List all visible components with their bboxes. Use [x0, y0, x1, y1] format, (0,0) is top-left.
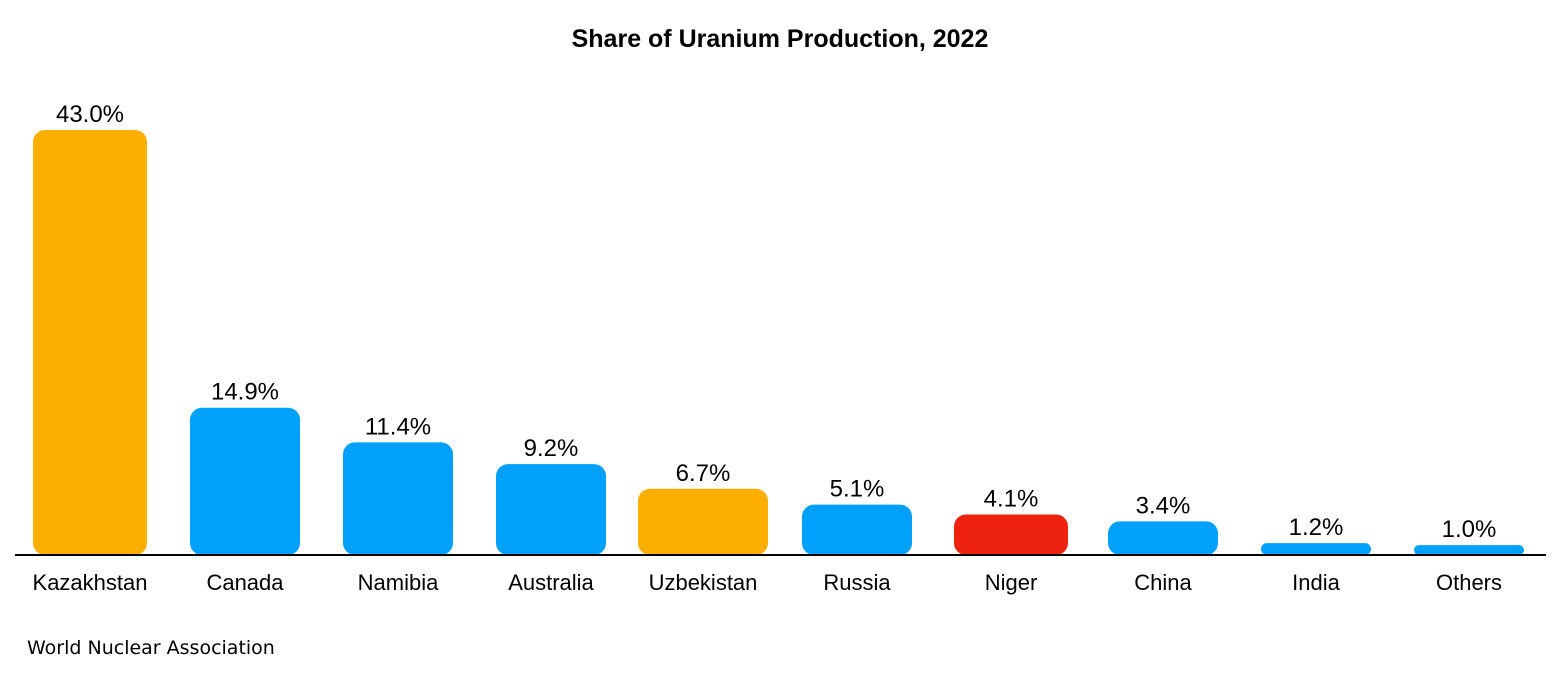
value-label-russia: 5.1% [830, 476, 885, 503]
category-label-canada: Canada [206, 570, 284, 595]
value-label-india: 1.2% [1289, 514, 1344, 541]
chart-title: Share of Uranium Production, 2022 [572, 25, 989, 53]
category-label-namibia: Namibia [358, 570, 439, 595]
value-label-canada: 14.9% [211, 379, 279, 406]
bar-china [1108, 521, 1218, 555]
bar-kazakhstan [33, 130, 147, 555]
value-label-uzbekistan: 6.7% [676, 460, 731, 487]
bars-group [33, 130, 1524, 555]
value-label-namibia: 11.4% [365, 413, 431, 440]
bar-uzbekistan [638, 488, 768, 555]
bar-australia [496, 464, 606, 555]
category-label-kazakhstan: Kazakhstan [33, 570, 148, 595]
value-label-australia: 9.2% [524, 435, 579, 462]
value-label-others: 1.0% [1442, 516, 1497, 543]
bar-russia [802, 504, 912, 555]
category-labels-group: Kazakhstan Canada Namibia Australia Uzbekist… [33, 570, 1503, 595]
category-label-niger: Niger [985, 570, 1038, 595]
bar-india [1261, 543, 1371, 555]
category-label-uzbekistan: Uzbekistan [649, 570, 758, 595]
value-label-kazakhstan: 43.0% [56, 101, 124, 128]
category-label-australia: Australia [508, 570, 594, 595]
bar-others [1414, 545, 1524, 555]
value-label-china: 3.4% [1136, 492, 1191, 519]
bar-canada [190, 407, 300, 555]
value-labels-group: 43.0% 14.9% 11.4% 9.2% 6.7% 5.1% 4.1% 3.4% 1.2% 1… [56, 101, 1496, 543]
bar-niger [954, 514, 1068, 555]
bar-namibia [343, 442, 453, 555]
value-label-niger: 4.1% [984, 485, 1039, 512]
category-label-india: India [1292, 570, 1340, 595]
category-label-china: China [1134, 570, 1192, 595]
category-label-others: Others [1436, 570, 1502, 595]
source-note: World Nuclear Association [27, 637, 275, 659]
category-label-russia: Russia [823, 570, 891, 595]
